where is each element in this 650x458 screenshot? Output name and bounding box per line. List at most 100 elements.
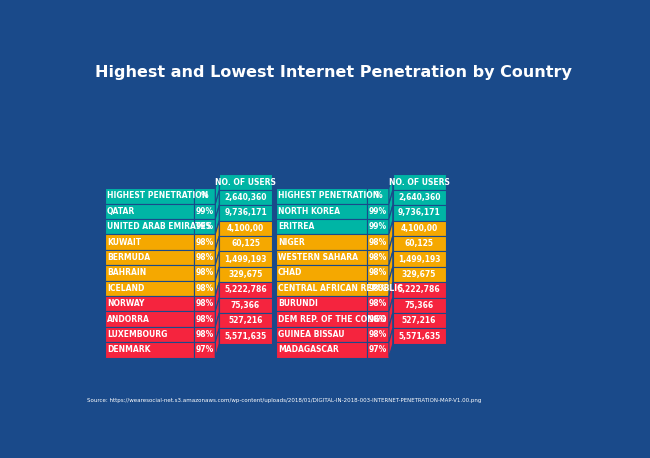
Text: CHAD: CHAD [278, 268, 302, 278]
Text: Highest and Lowest Internet Penetration by Country: Highest and Lowest Internet Penetration … [95, 65, 571, 80]
Polygon shape [215, 220, 219, 250]
Polygon shape [215, 328, 219, 358]
Text: 98%: 98% [369, 284, 387, 293]
Text: 5,222,786: 5,222,786 [224, 285, 267, 294]
Text: NO. OF USERS: NO. OF USERS [215, 178, 276, 186]
Text: 75,366: 75,366 [404, 301, 434, 310]
Bar [367, 265, 389, 281]
Polygon shape [389, 174, 393, 203]
Bar [105, 234, 194, 250]
Text: WESTERN SAHARA: WESTERN SAHARA [278, 253, 358, 262]
Bar [194, 234, 215, 250]
Text: NORWAY: NORWAY [107, 299, 144, 308]
Bar [393, 267, 445, 282]
Bar [276, 250, 367, 265]
Text: 97%: 97% [196, 345, 214, 354]
Polygon shape [389, 220, 393, 250]
Bar [219, 328, 272, 344]
Bar [276, 296, 367, 311]
Text: 1,499,193: 1,499,193 [224, 255, 266, 263]
Polygon shape [389, 190, 393, 219]
Text: 4,100,00: 4,100,00 [227, 224, 264, 233]
Bar [194, 219, 215, 234]
Bar [393, 190, 445, 205]
Text: 527,216: 527,216 [228, 316, 263, 325]
Polygon shape [389, 282, 393, 311]
Text: 98%: 98% [369, 315, 387, 323]
Text: 2,640,360: 2,640,360 [398, 193, 441, 202]
Text: ICELAND: ICELAND [107, 284, 144, 293]
Bar [105, 219, 194, 234]
Text: 527,216: 527,216 [402, 316, 436, 325]
Text: 99%: 99% [196, 207, 214, 216]
Text: NIGER: NIGER [278, 238, 305, 246]
Bar [194, 311, 215, 327]
Bar [276, 203, 367, 219]
Bar [194, 281, 215, 296]
Text: NORTH KOREA: NORTH KOREA [278, 207, 340, 216]
Text: UNITED ARAB EMIRATES: UNITED ARAB EMIRATES [107, 222, 211, 231]
Text: 99%: 99% [196, 222, 214, 231]
Bar [105, 342, 194, 358]
Bar [276, 234, 367, 250]
Bar [194, 188, 215, 203]
Bar [393, 174, 445, 190]
Bar [219, 220, 272, 236]
Bar [367, 281, 389, 296]
Text: 5,571,635: 5,571,635 [224, 332, 266, 340]
Text: BERMUDA: BERMUDA [107, 253, 150, 262]
Text: 98%: 98% [196, 330, 214, 339]
Text: 9,736,171: 9,736,171 [398, 208, 441, 217]
Text: KUWAIT: KUWAIT [107, 238, 141, 246]
Bar [194, 250, 215, 265]
Polygon shape [215, 267, 219, 296]
Bar [105, 203, 194, 219]
Text: 97%: 97% [369, 345, 387, 354]
Polygon shape [215, 282, 219, 311]
Bar [194, 296, 215, 311]
Text: 99%: 99% [369, 207, 387, 216]
Text: CENTRAL AFRICAN REPUBLIC: CENTRAL AFRICAN REPUBLIC [278, 284, 403, 293]
Bar [276, 219, 367, 234]
Bar [276, 188, 367, 203]
Bar [105, 250, 194, 265]
Bar [105, 311, 194, 327]
Text: 98%: 98% [196, 284, 214, 293]
Bar [276, 281, 367, 296]
Bar [219, 174, 272, 190]
Text: 9,736,171: 9,736,171 [224, 208, 267, 217]
Polygon shape [215, 174, 219, 203]
Bar [393, 282, 445, 298]
Bar [219, 190, 272, 205]
Polygon shape [389, 328, 393, 358]
Polygon shape [215, 313, 219, 342]
Bar [105, 265, 194, 281]
Bar [194, 203, 215, 219]
Text: 98%: 98% [196, 238, 214, 246]
Text: 4,100,00: 4,100,00 [400, 224, 438, 233]
Text: HIGHEST PENETRATION: HIGHEST PENETRATION [107, 191, 208, 200]
Bar [367, 327, 389, 342]
Text: DEM REP. OF THE CONGO: DEM REP. OF THE CONGO [278, 315, 387, 323]
Bar [219, 298, 272, 313]
Text: BURUNDI: BURUNDI [278, 299, 318, 308]
Text: 329,675: 329,675 [402, 270, 436, 279]
Bar [367, 250, 389, 265]
Bar [393, 220, 445, 236]
Bar [105, 188, 194, 203]
Bar [367, 311, 389, 327]
Text: QATAR: QATAR [107, 207, 135, 216]
Text: 60,125: 60,125 [405, 239, 434, 248]
Bar [276, 265, 367, 281]
Text: 60,125: 60,125 [231, 239, 260, 248]
Bar [367, 219, 389, 234]
Polygon shape [215, 298, 219, 327]
Text: 98%: 98% [196, 268, 214, 278]
Bar [367, 234, 389, 250]
Text: 98%: 98% [196, 299, 214, 308]
Text: 98%: 98% [369, 299, 387, 308]
Bar [194, 342, 215, 358]
Bar [393, 328, 445, 344]
Bar [367, 342, 389, 358]
Bar [393, 313, 445, 328]
